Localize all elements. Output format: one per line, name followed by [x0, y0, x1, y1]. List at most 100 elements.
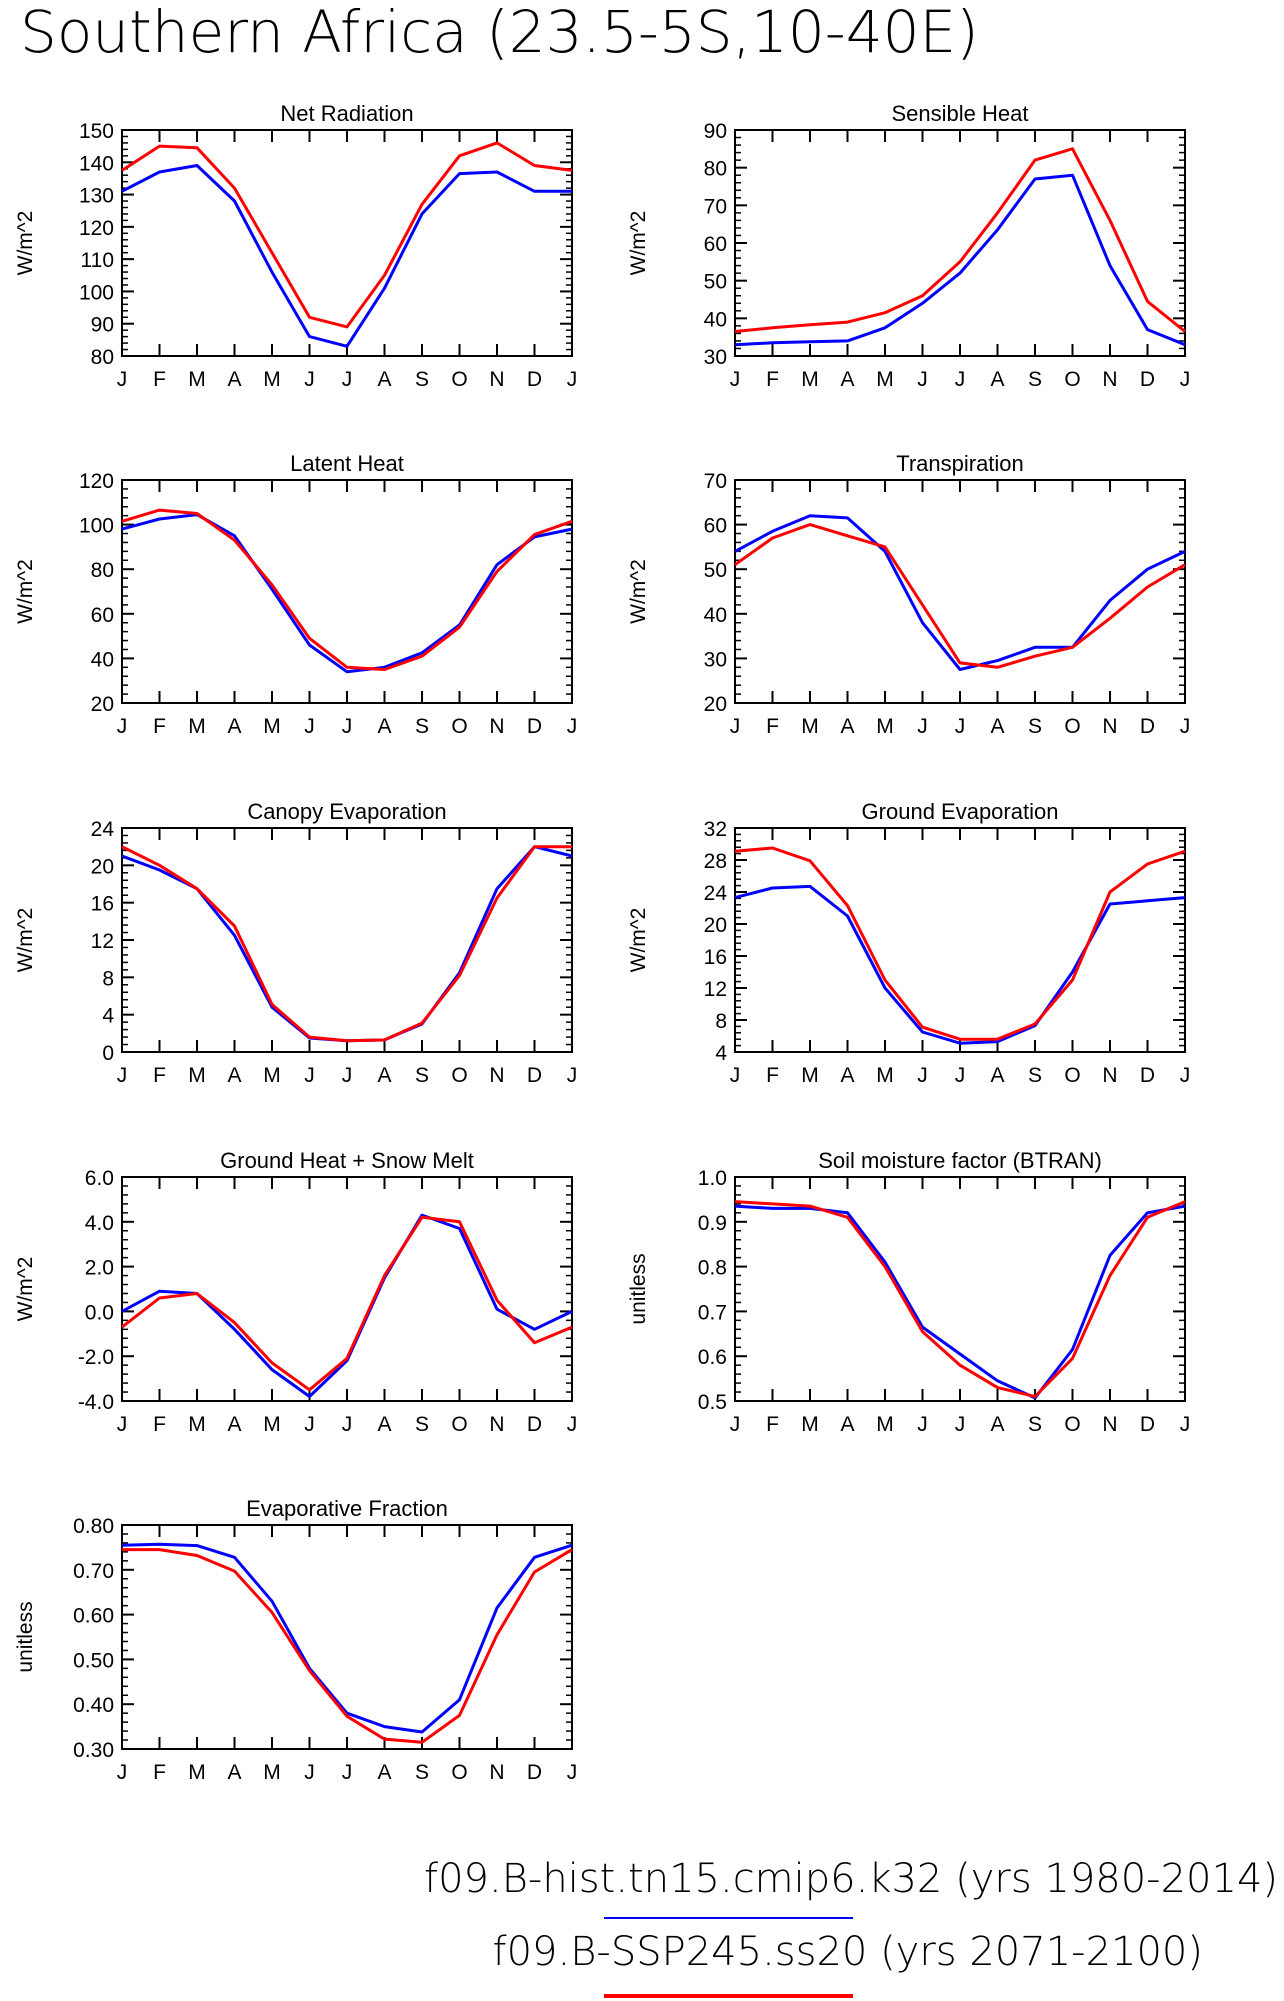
y-tick-label: 8: [102, 967, 114, 990]
x-tick-label: J: [955, 1413, 966, 1436]
y-tick-label: 60: [704, 233, 727, 256]
x-tick-label: J: [1180, 1064, 1191, 1087]
series-line-ssp: [734, 147, 1186, 333]
series-line-hist: [734, 514, 1186, 671]
y-axis-label: W/m^2: [627, 559, 650, 624]
x-tick-label: J: [117, 1064, 128, 1087]
y-tick-label: 32: [704, 818, 727, 841]
x-tick-label: J: [117, 715, 128, 738]
x-tick-label: S: [415, 715, 429, 738]
panel-title: Sensible Heat: [892, 101, 1029, 126]
x-tick-label: A: [990, 715, 1004, 738]
x-tick-label: A: [840, 1413, 854, 1436]
series-line-hist: [121, 1213, 573, 1398]
y-tick-label: 120: [79, 470, 114, 493]
y-tick-label: 4: [102, 1005, 114, 1028]
x-tick-label: A: [840, 715, 854, 738]
x-tick-label: D: [1140, 715, 1155, 738]
y-tick-label: 20: [91, 855, 114, 878]
x-tick-label: J: [1180, 715, 1191, 738]
plot-frame: [121, 827, 573, 1053]
y-tick-label: 50: [704, 271, 727, 294]
y-tick-label: -2.0: [78, 1346, 114, 1369]
x-tick-label: M: [876, 715, 894, 738]
x-tick-label: J: [955, 1064, 966, 1087]
x-tick-label: O: [1064, 368, 1080, 391]
x-tick-label: F: [153, 1761, 166, 1784]
series-line-ssp: [734, 523, 1186, 669]
x-tick-label: S: [1028, 1413, 1042, 1436]
y-tick-label: 0.80: [73, 1515, 114, 1538]
legend: f09.B-hist.tn15.cmip6.k32 (yrs 1980-2014…: [424, 1856, 1278, 1998]
x-tick-label: J: [917, 1064, 928, 1087]
panel-evaporative-fraction: J F M A M J J A S O N D J0.300.400.500.600.700.80Eva…: [14, 1496, 577, 1784]
series-line-hist: [121, 164, 572, 348]
x-tick-label: J: [342, 1064, 353, 1087]
series-line-ssp: [122, 1548, 573, 1744]
legend-label-ssp: f09.B-SSP245.ss20 (yrs 2071-2100): [493, 1929, 1204, 1975]
panel-transpiration: J F M A M J J A S O N D J203040506070TranspirationW/…: [627, 451, 1190, 738]
y-tick-label: 1.0: [698, 1167, 727, 1190]
y-tick-label: 0.50: [73, 1649, 114, 1672]
y-tick-label: 8: [715, 1010, 727, 1033]
x-tick-label: O: [1064, 715, 1080, 738]
y-tick-label: 0.30: [73, 1739, 114, 1762]
y-tick-label: 130: [79, 185, 114, 208]
x-tick-label: O: [451, 1761, 467, 1784]
y-tick-label: 4.0: [85, 1212, 114, 1235]
y-tick-label: 0.70: [73, 1560, 114, 1583]
x-tick-label: S: [415, 1761, 429, 1784]
panel-title: Ground Evaporation: [862, 799, 1059, 824]
y-tick-label: 100: [79, 515, 114, 538]
x-tick-label: J: [304, 1761, 315, 1784]
x-tick-label: D: [1140, 368, 1155, 391]
y-tick-label: 0.8: [698, 1257, 727, 1280]
y-tick-label: 60: [704, 515, 727, 538]
x-tick-label: J: [567, 1761, 578, 1784]
x-tick-label: J: [304, 1064, 315, 1087]
x-tick-label: A: [377, 368, 391, 391]
x-tick-label: A: [227, 1064, 241, 1087]
panel-title: Soil moisture factor (BTRAN): [818, 1148, 1102, 1173]
x-tick-label: S: [415, 1413, 429, 1436]
x-tick-label: D: [527, 368, 542, 391]
y-tick-label: 110: [81, 249, 114, 272]
y-tick-label: 6.0: [85, 1167, 114, 1190]
x-tick-label: J: [342, 715, 353, 738]
y-tick-label: 0.9: [698, 1212, 727, 1235]
x-tick-label: M: [801, 368, 819, 391]
x-tick-label: F: [153, 1413, 166, 1436]
x-tick-label: J: [730, 1064, 741, 1087]
y-tick-label: 40: [704, 308, 727, 331]
y-tick-label: -4.0: [78, 1391, 114, 1414]
x-tick-label: N: [489, 715, 504, 738]
x-tick-label: F: [153, 368, 166, 391]
series-line-ssp: [734, 1200, 1186, 1398]
x-tick-label: F: [766, 368, 779, 391]
x-tick-label: A: [227, 1413, 241, 1436]
y-tick-label: 2.0: [85, 1257, 114, 1280]
x-tick-label: J: [304, 1413, 315, 1436]
x-tick-label: O: [1064, 1064, 1080, 1087]
x-tick-label: J: [917, 1413, 928, 1436]
y-tick-label: 24: [704, 882, 728, 905]
x-tick-label: M: [188, 1761, 206, 1784]
y-tick-label: 12: [704, 978, 727, 1001]
x-tick-label: J: [117, 1761, 128, 1784]
x-tick-label: A: [990, 1413, 1004, 1436]
x-tick-label: S: [1028, 1064, 1042, 1087]
y-tick-label: 30: [704, 648, 727, 671]
x-tick-label: O: [451, 1064, 467, 1087]
y-tick-label: 80: [704, 158, 727, 181]
y-tick-label: 20: [704, 914, 727, 937]
x-tick-label: M: [188, 368, 206, 391]
x-tick-label: A: [377, 1413, 391, 1436]
y-tick-label: 24: [91, 818, 115, 841]
x-tick-label: M: [876, 1064, 894, 1087]
x-tick-label: F: [766, 1413, 779, 1436]
